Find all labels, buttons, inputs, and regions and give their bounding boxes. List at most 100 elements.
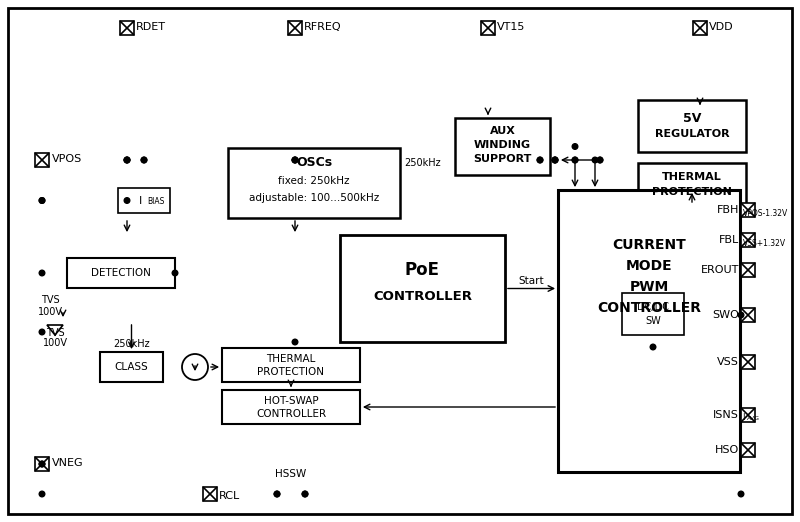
Text: Start: Start: [518, 277, 544, 287]
Text: AUX: AUX: [490, 126, 515, 136]
Text: AVG: AVG: [747, 416, 760, 421]
Text: CONTROLLER: CONTROLLER: [373, 291, 472, 303]
Text: fixed: 250kHz: fixed: 250kHz: [278, 176, 350, 186]
Circle shape: [274, 491, 280, 497]
Text: VSS+1.32V: VSS+1.32V: [743, 239, 786, 247]
Text: CONTROLLER: CONTROLLER: [597, 301, 701, 315]
Circle shape: [538, 157, 542, 163]
Circle shape: [124, 157, 130, 163]
Circle shape: [302, 491, 308, 497]
Bar: [741, 233, 755, 247]
Circle shape: [39, 198, 45, 203]
Text: 100V: 100V: [42, 338, 67, 348]
Circle shape: [552, 157, 558, 163]
Text: 250kHz: 250kHz: [113, 339, 150, 349]
Circle shape: [39, 329, 45, 335]
Bar: [228, 148, 400, 218]
Circle shape: [124, 198, 130, 203]
Text: ISNS: ISNS: [713, 410, 739, 420]
Bar: [35, 153, 49, 167]
Circle shape: [39, 198, 45, 203]
Bar: [741, 408, 755, 422]
Text: CLASS: CLASS: [114, 362, 148, 372]
Text: SW: SW: [645, 316, 661, 326]
Text: 5V: 5V: [683, 112, 701, 125]
Text: VT15: VT15: [497, 22, 526, 32]
Text: MODE: MODE: [626, 259, 672, 273]
Bar: [693, 21, 707, 35]
Text: DC/DC: DC/DC: [637, 302, 669, 312]
Circle shape: [650, 344, 656, 350]
Bar: [558, 190, 740, 472]
Circle shape: [124, 157, 130, 163]
Circle shape: [141, 157, 147, 163]
Bar: [481, 21, 495, 35]
Text: FBL: FBL: [718, 235, 739, 245]
Circle shape: [274, 491, 280, 497]
Circle shape: [292, 157, 298, 163]
Bar: [741, 203, 755, 217]
Text: HOT-SWAP: HOT-SWAP: [264, 396, 318, 406]
Bar: [638, 100, 746, 152]
Text: PWM: PWM: [630, 280, 669, 294]
Circle shape: [124, 157, 130, 163]
Bar: [222, 390, 360, 424]
Circle shape: [572, 157, 578, 163]
Bar: [35, 457, 49, 471]
Bar: [741, 263, 755, 277]
Text: RCL: RCL: [219, 491, 240, 501]
Text: VPOS: VPOS: [52, 154, 82, 164]
Circle shape: [552, 157, 558, 163]
Circle shape: [597, 157, 603, 163]
Circle shape: [572, 157, 578, 163]
Text: RDET: RDET: [136, 22, 166, 32]
Text: HSSW: HSSW: [275, 469, 306, 479]
Bar: [100, 352, 163, 382]
Text: CONTROLLER: CONTROLLER: [256, 409, 326, 419]
Circle shape: [738, 491, 744, 497]
Text: CURRENT: CURRENT: [612, 238, 686, 252]
Text: PROTECTION: PROTECTION: [652, 187, 732, 197]
Circle shape: [141, 157, 147, 163]
Text: OSCs: OSCs: [296, 157, 332, 170]
Circle shape: [292, 339, 298, 345]
Text: VDD: VDD: [709, 22, 734, 32]
Text: RFREQ: RFREQ: [304, 22, 342, 32]
Text: SWO: SWO: [712, 310, 739, 320]
Bar: [741, 443, 755, 457]
Circle shape: [39, 491, 45, 497]
Text: THERMAL: THERMAL: [266, 354, 316, 364]
Text: PROTECTION: PROTECTION: [258, 367, 325, 377]
Bar: [288, 21, 302, 35]
Text: HSO: HSO: [714, 445, 739, 455]
Text: adjustable: 100...500kHz: adjustable: 100...500kHz: [249, 193, 379, 203]
Text: TVS: TVS: [46, 328, 64, 338]
Text: TVS: TVS: [41, 295, 59, 305]
Circle shape: [592, 157, 598, 163]
Circle shape: [292, 157, 298, 163]
Text: FBH: FBH: [717, 205, 739, 215]
Text: REGULATOR: REGULATOR: [654, 129, 730, 139]
Bar: [203, 487, 217, 501]
Bar: [222, 348, 360, 382]
Circle shape: [302, 491, 308, 497]
Bar: [455, 118, 550, 175]
Text: I: I: [742, 412, 745, 421]
Bar: [638, 163, 746, 205]
Circle shape: [39, 270, 45, 276]
Circle shape: [597, 157, 603, 163]
Text: BIAS: BIAS: [147, 197, 164, 207]
Circle shape: [39, 461, 45, 467]
Text: 250kHz: 250kHz: [404, 158, 441, 168]
Circle shape: [39, 461, 45, 467]
Text: I: I: [139, 196, 142, 206]
Circle shape: [172, 270, 178, 276]
Bar: [741, 355, 755, 369]
Text: EROUT: EROUT: [701, 265, 739, 275]
Text: 100V: 100V: [38, 307, 62, 317]
Circle shape: [552, 157, 558, 163]
Text: SUPPORT: SUPPORT: [474, 154, 532, 164]
Bar: [741, 308, 755, 322]
Text: VPOS-1.32V: VPOS-1.32V: [743, 208, 788, 218]
Bar: [67, 258, 175, 288]
